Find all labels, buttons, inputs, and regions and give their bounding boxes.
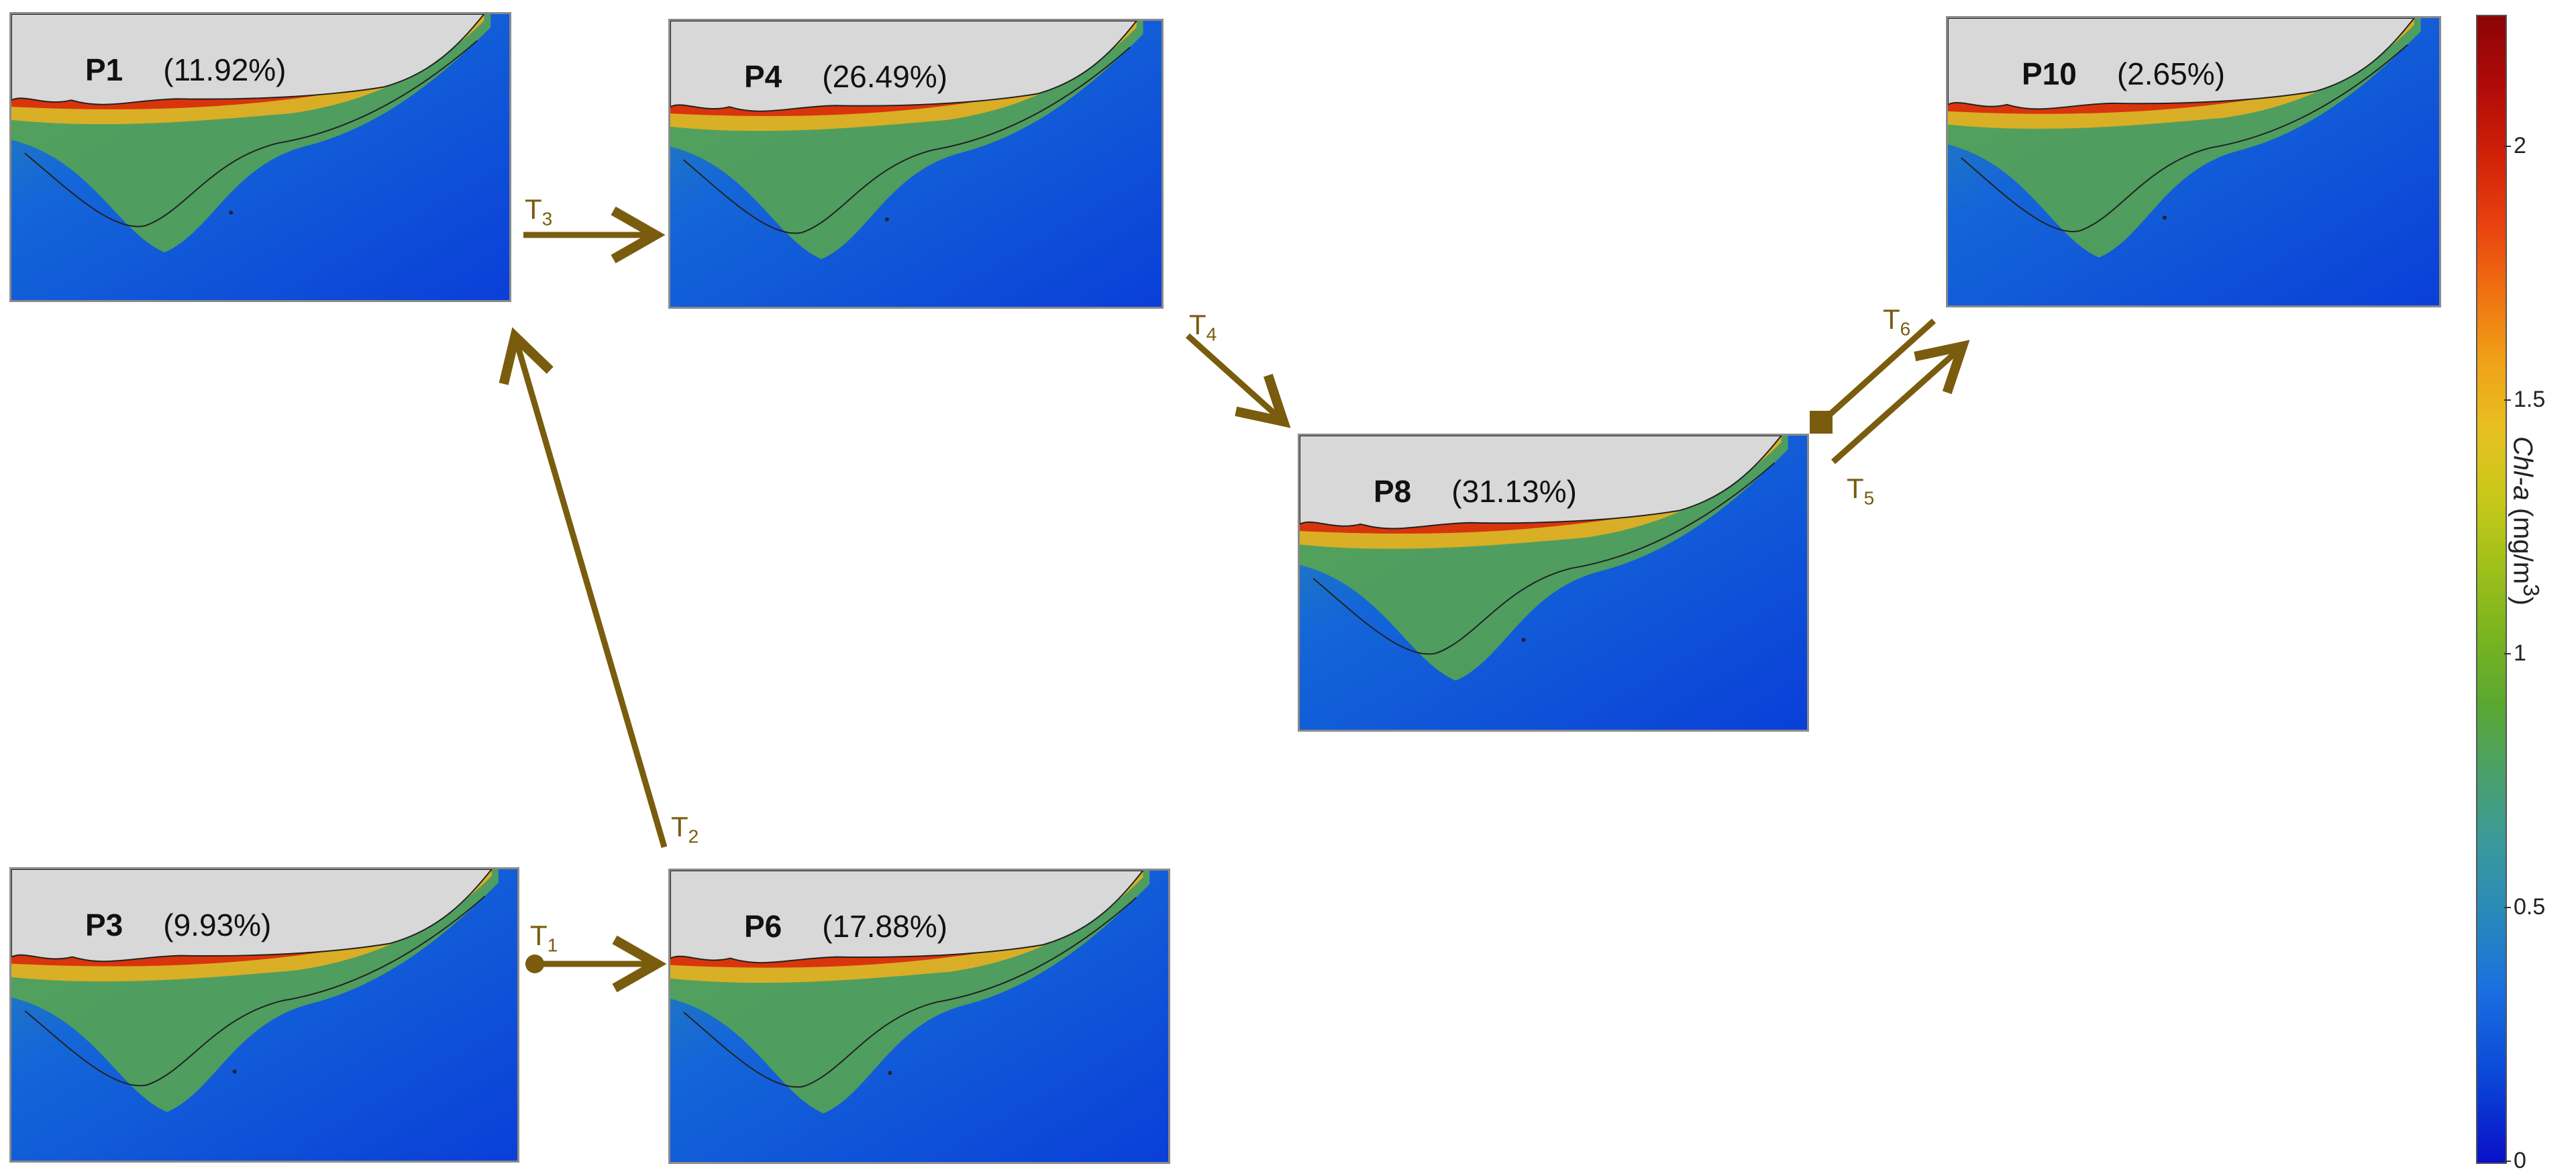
panel-name: P1 bbox=[85, 52, 123, 87]
land-mass bbox=[670, 871, 1144, 964]
t4-subscript: 4 bbox=[1206, 324, 1217, 345]
colorbar-tickmark bbox=[2504, 907, 2511, 909]
panel-name: P10 bbox=[2022, 56, 2077, 91]
transition-t6-label: T6 bbox=[1883, 303, 1910, 340]
panel-p10: P10 (2.65%) bbox=[1946, 16, 2441, 307]
panel-name: P4 bbox=[744, 59, 782, 94]
transition-t3-label: T3 bbox=[525, 193, 552, 230]
panel-label: P4 (26.49%) bbox=[744, 58, 947, 95]
colorbar-tickmark bbox=[2504, 1161, 2511, 1162]
t1-subscript: 1 bbox=[547, 934, 558, 956]
t3-letter: T bbox=[525, 193, 542, 225]
panel-name: P6 bbox=[744, 909, 782, 944]
isobath-contour bbox=[682, 46, 1131, 234]
panel-p3: P3 (9.93%) bbox=[9, 867, 519, 1163]
island-marker bbox=[232, 1069, 237, 1074]
colorbar-tick-label: 0 bbox=[2514, 1148, 2526, 1173]
chl-map bbox=[11, 869, 517, 1161]
land-mass bbox=[670, 21, 1138, 112]
panel-label: P10 (2.65%) bbox=[2022, 56, 2225, 92]
colorbar-title-variable: Chl-a bbox=[2508, 436, 2538, 501]
panel-p6: P6 (17.88%) bbox=[668, 869, 1170, 1164]
panel-label: P3 (9.93%) bbox=[85, 907, 271, 943]
island-marker bbox=[888, 1071, 892, 1075]
colorbar-title-superscript: 3 bbox=[2518, 584, 2543, 597]
colorbar-tickmark bbox=[2504, 399, 2511, 401]
panel-p8: P8 (31.13%) bbox=[1298, 434, 1809, 732]
chl-map bbox=[11, 14, 509, 300]
panel-name: P3 bbox=[85, 908, 123, 942]
t3-subscript: 3 bbox=[542, 208, 553, 230]
panel-p1: P1 (11.92%) bbox=[9, 12, 511, 302]
transition-t2-label: T2 bbox=[671, 811, 699, 847]
island-marker bbox=[1521, 638, 1526, 642]
land-mass bbox=[11, 14, 485, 105]
t1-letter: T bbox=[530, 920, 548, 951]
t5-letter: T bbox=[1847, 473, 1864, 504]
transition-t6-arrow bbox=[1824, 318, 1937, 420]
chl-map bbox=[1300, 436, 1807, 730]
panel-name: P8 bbox=[1374, 474, 1412, 509]
panel-percent: (2.65%) bbox=[2116, 56, 2225, 91]
colorbar-tickmark bbox=[2504, 653, 2511, 655]
colorbar-tick-label: 1 bbox=[2514, 640, 2526, 667]
transition-t1-label: T1 bbox=[530, 920, 558, 956]
t6-letter: T bbox=[1883, 303, 1900, 335]
t4-letter: T bbox=[1189, 309, 1206, 340]
panel-percent: (17.88%) bbox=[822, 909, 947, 944]
island-marker bbox=[884, 217, 889, 222]
panel-p4: P4 (26.49%) bbox=[668, 19, 1164, 309]
panel-percent: (31.13%) bbox=[1451, 474, 1577, 509]
transition-t6-square-end bbox=[1810, 411, 1833, 434]
island-marker bbox=[229, 210, 234, 215]
colorbar-tickmark bbox=[2504, 146, 2511, 148]
land-mass bbox=[1300, 436, 1782, 530]
panel-percent: (11.92%) bbox=[163, 52, 287, 87]
transition-t2-arrow bbox=[499, 327, 668, 848]
panel-percent: (9.93%) bbox=[163, 908, 272, 942]
t6-subscript: 6 bbox=[1900, 318, 1911, 340]
panel-label: P1 (11.92%) bbox=[85, 52, 287, 88]
colorbar-title-unit: (mg/m bbox=[2508, 507, 2538, 585]
colorbar-tick-label: 1.5 bbox=[2514, 387, 2546, 413]
colorbar-title-close: ) bbox=[2508, 596, 2538, 605]
transition-t5-label: T5 bbox=[1847, 473, 1874, 509]
isobath-contour bbox=[1960, 44, 2408, 232]
island-marker bbox=[2162, 215, 2167, 220]
isobath-contour bbox=[24, 40, 478, 228]
panel-percent: (26.49%) bbox=[822, 59, 947, 94]
transition-t4-label: T4 bbox=[1189, 309, 1217, 345]
transition-t5-arrow bbox=[1831, 340, 1970, 464]
isobath-contour bbox=[683, 897, 1137, 1088]
land-mass bbox=[1948, 18, 2416, 110]
isobath-contour bbox=[1312, 462, 1775, 655]
t2-letter: T bbox=[671, 811, 688, 842]
chl-map bbox=[1948, 18, 2439, 305]
land-mass bbox=[11, 869, 493, 963]
isobath-contour bbox=[24, 895, 486, 1087]
colorbar-tick-label: 0.5 bbox=[2514, 894, 2546, 920]
colorbar-tick-label: 2 bbox=[2514, 133, 2526, 159]
panel-label: P6 (17.88%) bbox=[744, 908, 947, 944]
chl-map bbox=[670, 21, 1162, 307]
transition-t4-arrow bbox=[1185, 333, 1291, 428]
panel-label: P8 (31.13%) bbox=[1374, 473, 1577, 509]
t5-subscript: 5 bbox=[1863, 487, 1875, 509]
colorbar-title: Chl-a (mg/m3) bbox=[2508, 436, 2543, 605]
colorbar bbox=[2476, 15, 2507, 1164]
chl-map bbox=[670, 871, 1168, 1162]
t2-subscript: 2 bbox=[688, 826, 699, 847]
